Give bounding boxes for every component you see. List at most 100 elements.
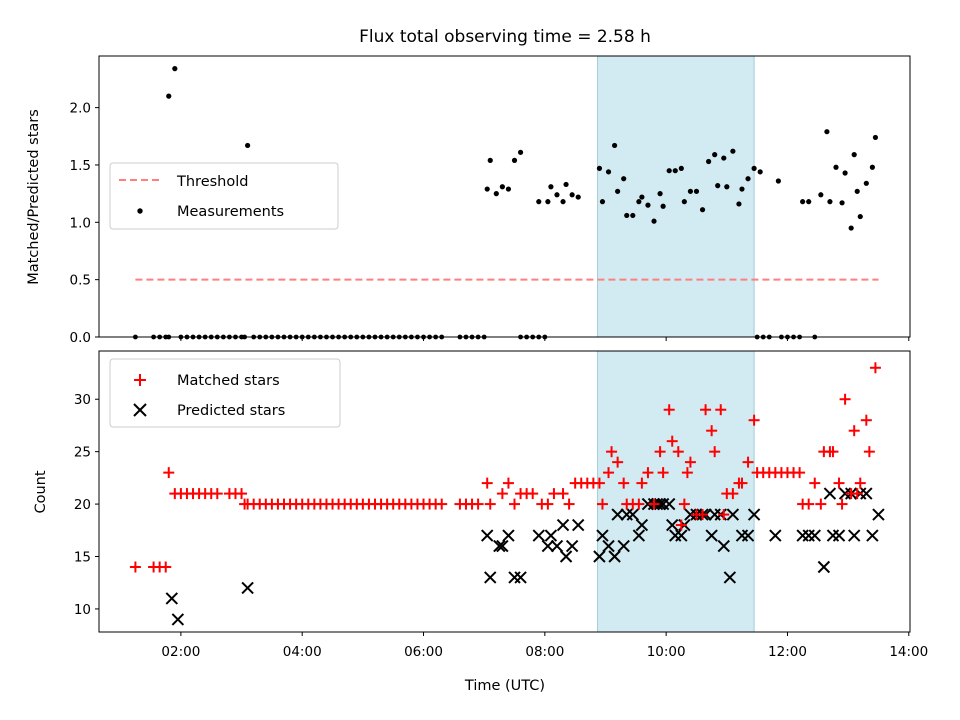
matched-star-marker bbox=[657, 467, 669, 479]
matched-star-marker bbox=[557, 488, 569, 500]
predicted-star-marker bbox=[496, 539, 509, 553]
predicted-star-marker bbox=[823, 487, 837, 500]
predicted-star-marker bbox=[796, 529, 809, 542]
matched-star-marker bbox=[481, 477, 493, 489]
measurement-point bbox=[800, 199, 806, 205]
matched-star-marker bbox=[827, 446, 839, 458]
predicted-star-marker bbox=[565, 539, 579, 553]
measurement-point bbox=[854, 188, 860, 194]
predicted-star-marker bbox=[165, 592, 178, 605]
measurement-point bbox=[563, 181, 569, 188]
matched-star-marker bbox=[851, 488, 863, 500]
matched-star-marker bbox=[848, 425, 860, 437]
matched-star-marker bbox=[663, 404, 675, 416]
matched-star-marker bbox=[718, 509, 730, 521]
bottom-y-tick-label: 25 bbox=[74, 445, 91, 461]
matched-star-marker bbox=[709, 446, 721, 458]
matched-star-marker bbox=[869, 362, 881, 374]
measurement-point bbox=[645, 202, 651, 208]
matched-star-marker bbox=[606, 446, 618, 458]
bottom-legend: Matched stars Predicted stars bbox=[109, 358, 341, 428]
predicted-star-marker bbox=[541, 539, 555, 553]
measurement-point bbox=[872, 134, 879, 141]
measurement-point bbox=[630, 212, 636, 219]
x-tick-label: 12:00 bbox=[768, 644, 807, 660]
measurement-point bbox=[827, 199, 833, 205]
measurement-point bbox=[693, 188, 700, 194]
bottom-y-tick-label: 10 bbox=[74, 602, 91, 618]
measurement-point bbox=[172, 66, 178, 72]
matched-star-marker bbox=[860, 414, 872, 426]
measurement-point bbox=[775, 178, 781, 184]
measurement-point bbox=[484, 186, 490, 192]
measurement-point bbox=[657, 191, 663, 197]
measurement-point bbox=[575, 194, 581, 200]
measurement-point bbox=[724, 184, 730, 190]
matched-star-marker bbox=[211, 488, 223, 500]
predicted-star-marker bbox=[626, 508, 639, 521]
measurement-point bbox=[511, 157, 518, 163]
x-axis-label: Time (UTC) bbox=[464, 678, 545, 694]
legend-predicted-swatch bbox=[133, 403, 147, 417]
matched-star-marker bbox=[239, 498, 251, 510]
predicted-star-marker bbox=[872, 508, 885, 521]
measurement-point bbox=[545, 199, 551, 205]
matched-star-marker bbox=[527, 488, 539, 500]
matched-star-marker bbox=[715, 404, 727, 416]
predicted-star-marker bbox=[171, 613, 185, 626]
matched-star-marker bbox=[618, 477, 630, 489]
matched-star-marker bbox=[129, 561, 141, 573]
measurement-point bbox=[739, 186, 745, 192]
predicted-star-marker bbox=[632, 529, 646, 542]
matched-star-marker bbox=[642, 467, 654, 479]
predicted-star-marker bbox=[847, 529, 861, 542]
measurement-point bbox=[699, 207, 706, 213]
predicted-star-marker bbox=[532, 529, 545, 542]
measurement-point bbox=[842, 170, 848, 176]
bottom-y-tick-label: 15 bbox=[74, 550, 91, 566]
chart-title: Flux total observing time = 2.58 h bbox=[359, 27, 651, 47]
measurement-point bbox=[554, 192, 560, 198]
matched-star-marker bbox=[748, 414, 760, 426]
predicted-star-marker bbox=[602, 539, 615, 553]
measurement-point bbox=[560, 199, 566, 205]
top-axes-frame bbox=[98, 55, 911, 338]
matched-star-marker bbox=[648, 498, 660, 510]
predicted-star-marker bbox=[559, 550, 573, 563]
measurement-point bbox=[605, 169, 612, 175]
x-tick-label: 04:00 bbox=[283, 644, 322, 660]
predicted-star-marker bbox=[508, 571, 521, 584]
bottom-axes-frame bbox=[98, 350, 911, 633]
matched-star-marker bbox=[836, 498, 848, 510]
measurement-point bbox=[245, 142, 251, 149]
predicted-star-marker bbox=[802, 529, 815, 542]
predicted-star-marker bbox=[747, 508, 761, 521]
measurement-point bbox=[596, 165, 603, 171]
measurement-point bbox=[487, 157, 493, 163]
measurement-point bbox=[651, 218, 657, 224]
predicted-star-marker bbox=[826, 529, 840, 542]
predicted-star-marker bbox=[596, 529, 609, 542]
x-tick-label: 10:00 bbox=[647, 644, 686, 660]
matched-star-marker bbox=[706, 425, 718, 437]
measurement-point bbox=[736, 201, 742, 207]
matched-star-marker bbox=[496, 488, 508, 500]
predicted-star-marker bbox=[502, 529, 515, 542]
predicted-star-marker bbox=[550, 539, 564, 553]
matched-star-marker bbox=[236, 488, 248, 500]
measurement-point bbox=[678, 165, 684, 171]
predicted-star-marker bbox=[571, 518, 585, 532]
measurement-point bbox=[548, 184, 554, 190]
measurement-point bbox=[505, 186, 512, 192]
measurement-point bbox=[499, 184, 505, 190]
measurement-point bbox=[536, 199, 542, 205]
predicted-star-marker bbox=[481, 529, 494, 542]
predicted-star-marker bbox=[808, 529, 821, 542]
top-y-tick-label: 2.0 bbox=[70, 101, 91, 117]
measurement-point bbox=[806, 199, 812, 205]
matched-star-marker bbox=[509, 498, 521, 510]
predicted-star-marker bbox=[556, 518, 570, 532]
legend-measurements-swatch bbox=[137, 208, 143, 214]
measurement-point bbox=[639, 194, 645, 200]
